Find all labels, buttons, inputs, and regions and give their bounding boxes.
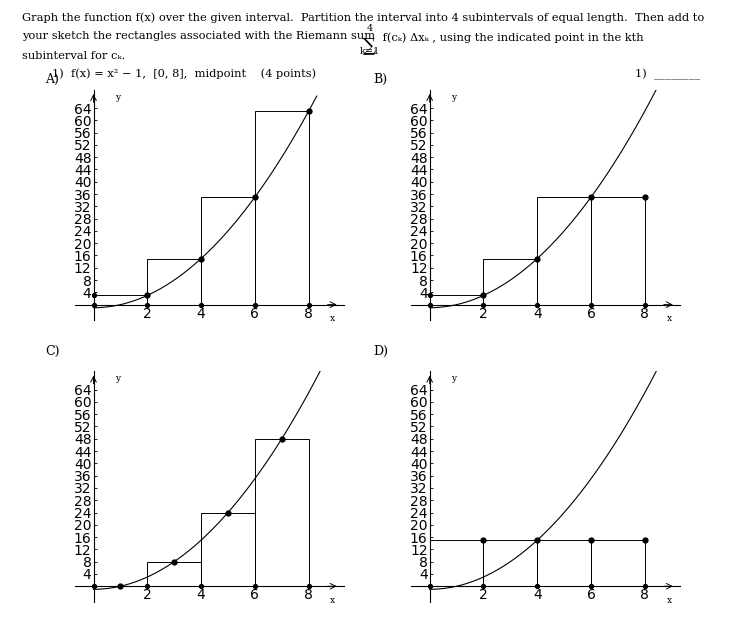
Bar	[201, 513, 255, 586]
Text: C): C)	[45, 346, 59, 358]
Text: y: y	[115, 93, 120, 102]
Bar	[147, 562, 201, 586]
Bar	[147, 259, 201, 305]
Text: k=1: k=1	[359, 47, 380, 56]
Text: x: x	[330, 596, 335, 605]
Text: y: y	[451, 374, 456, 383]
Bar	[201, 197, 255, 305]
Bar	[537, 197, 591, 305]
Text: ∑: ∑	[363, 36, 376, 54]
Text: D): D)	[374, 346, 388, 358]
Text: subinterval for cₖ.: subinterval for cₖ.	[22, 51, 125, 61]
Text: B): B)	[374, 74, 388, 86]
Bar	[430, 540, 483, 586]
Text: 1)  ________: 1) ________	[635, 68, 700, 80]
Bar	[255, 439, 309, 586]
Text: 1)  f(x) = x² − 1,  [0, 8],  midpoint    (4 points): 1) f(x) = x² − 1, [0, 8], midpoint (4 po…	[52, 68, 317, 79]
Text: Graph the function f(x) over the given interval.  Partition the interval into 4 : Graph the function f(x) over the given i…	[22, 13, 704, 24]
Text: 4: 4	[367, 24, 373, 33]
Bar	[255, 111, 309, 305]
Text: your sketch the rectangles associated with the Riemann sum: your sketch the rectangles associated wi…	[22, 31, 376, 41]
Text: f(cₖ) Δxₖ , using the indicated point in the kth: f(cₖ) Δxₖ , using the indicated point in…	[379, 32, 644, 43]
Bar	[483, 540, 537, 586]
Text: x: x	[666, 314, 672, 323]
Text: x: x	[666, 596, 672, 605]
Bar	[430, 296, 483, 305]
Bar	[93, 296, 147, 305]
Bar	[537, 540, 591, 586]
Text: A): A)	[45, 74, 59, 86]
Bar	[483, 259, 537, 305]
Text: y: y	[451, 93, 456, 102]
Bar	[591, 540, 645, 586]
Bar	[591, 197, 645, 305]
Text: x: x	[330, 314, 335, 323]
Text: y: y	[115, 374, 120, 383]
